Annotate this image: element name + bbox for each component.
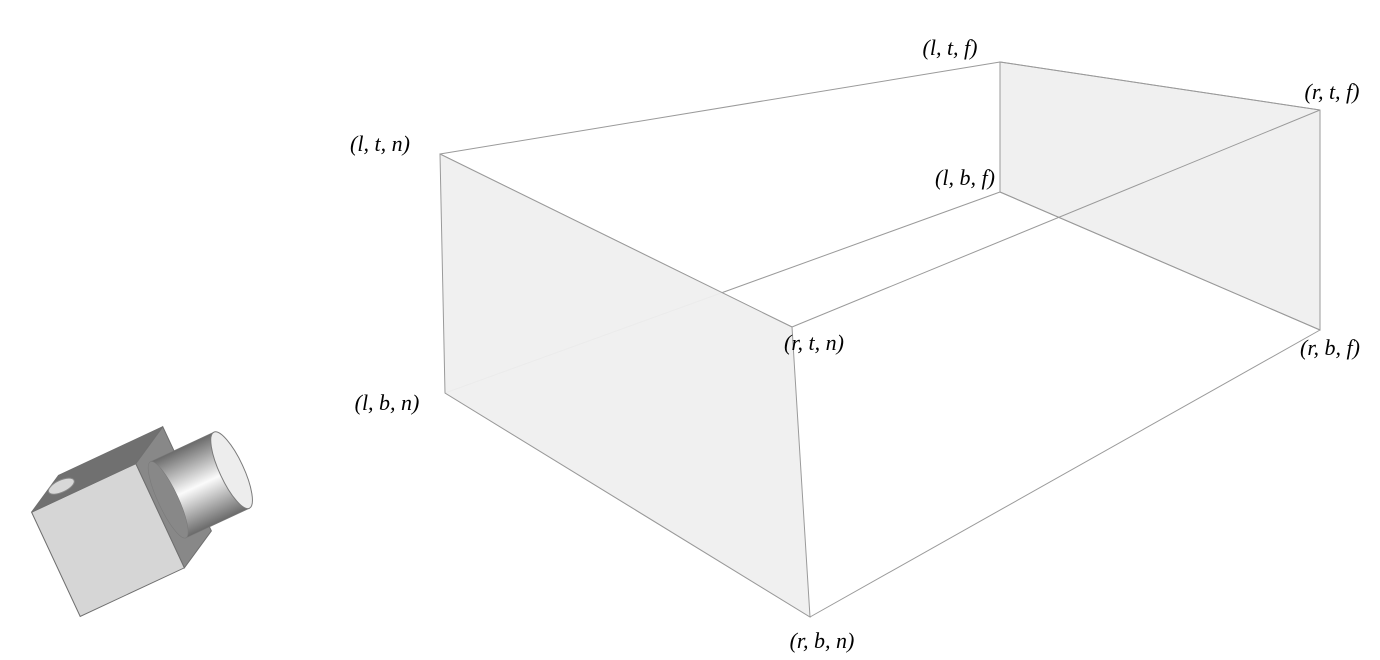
- label-rbn: (r, b, n): [790, 628, 855, 654]
- far-face: [1000, 62, 1320, 330]
- camera-icon: [22, 403, 271, 616]
- label-rbf: (r, b, f): [1300, 335, 1360, 361]
- near-face: [440, 154, 810, 617]
- label-lbf: (l, b, f): [935, 165, 995, 191]
- label-rtf: (r, t, f): [1305, 79, 1360, 105]
- label-ltf: (l, t, f): [923, 35, 978, 61]
- label-rtn: (r, t, n): [784, 330, 844, 356]
- label-lbn: (l, b, n): [355, 390, 420, 416]
- label-ltn: (l, t, n): [350, 131, 410, 157]
- diagram-canvas: [0, 0, 1380, 660]
